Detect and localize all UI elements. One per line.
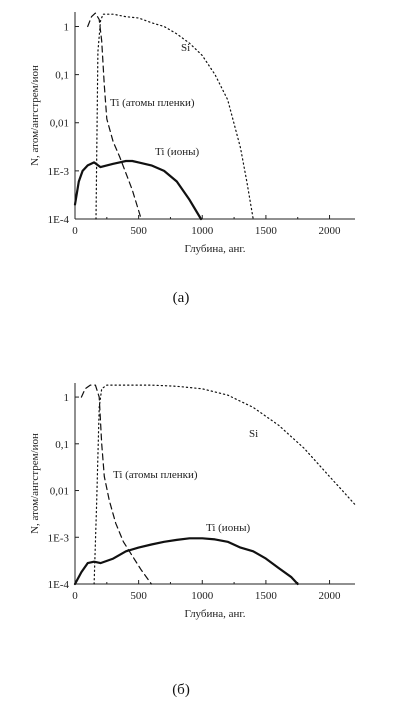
panel-1-annotation-ti-атомы-пленки: Ti (атомы пленки) — [110, 97, 195, 109]
panel-2-y-tick-label: 1 — [64, 392, 70, 404]
panel-1-chart: 0 500 1000 1500 2000 1 0,1 0,01 1E-3 1E-4 Глубина,… — [29, 12, 355, 306]
panel-1-annotation-si: Si — [181, 42, 190, 54]
panel-2-x-tick-label: 500 — [130, 590, 147, 602]
panel-2-annotation-si: Si — [249, 428, 258, 440]
panel-2-series-si-line — [93, 384, 356, 585]
panel-2-x-tick-label: 1000 — [191, 590, 214, 602]
panel-1-y-tick-label: 1 — [64, 21, 70, 33]
panel-2-caption: (б) — [172, 682, 190, 698]
panel-2-y-tick-label: 1E-3 — [48, 532, 70, 544]
panel-2-chart: 0 500 1000 1500 2000 1 0,1 0,01 1E-3 1E-4 Глубина,… — [29, 383, 356, 698]
panel-1-x-tick-label: 0 — [72, 225, 78, 237]
panel-1-series-ti-ионы-line — [73, 159, 203, 221]
panel-1-y-tick-label: 0,01 — [50, 118, 69, 130]
panel-2-series-ti-атомы-пленки-line — [80, 384, 152, 585]
panel-2-x-axis-title: Глубина, анг. — [185, 608, 246, 620]
panel-2-x-tick-label: 2000 — [319, 590, 342, 602]
panel-1-y-tick-label: 1E-3 — [48, 166, 70, 178]
panel-1-y-tick-label: 1E-4 — [48, 214, 70, 226]
panel-2-y-axis-title: N, атом/ангстрем/ион — [29, 433, 41, 534]
panel-1-caption: (а) — [173, 290, 190, 306]
panel-1-x-tick-label: 1000 — [191, 225, 214, 237]
panel-2-annotation-ti-ионы: Ti (ионы) — [206, 522, 250, 534]
panel-1-series-ti-атомы-пленки-line — [87, 12, 142, 220]
panel-1-x-tick-label: 500 — [130, 225, 147, 237]
panel-1-annotation-ti-ионы: Ti (ионы) — [155, 146, 199, 158]
panel-1-series-si-line — [95, 13, 254, 220]
panel-1-y-axis-title: N, атом/ангстрем/ион — [29, 65, 41, 166]
panel-2-y-tick-label: 0,1 — [55, 439, 69, 451]
panel-1-x-tick-label: 2000 — [319, 225, 342, 237]
panel-2-annotation-ti-атомы-пленки: Ti (атомы пленки) — [113, 469, 198, 481]
panel-1-x-tick-label: 1500 — [255, 225, 278, 237]
panel-2-y-tick-label: 1E-4 — [48, 579, 70, 591]
panel-2-y-tick-label: 0,01 — [50, 486, 69, 498]
panel-2-x-tick-label: 0 — [72, 590, 78, 602]
panel-1-y-tick-label: 0,1 — [55, 70, 69, 82]
panel-2-series-ti-ионы-line — [73, 537, 299, 586]
panel-2-x-tick-label: 1500 — [255, 590, 278, 602]
panel-1-x-axis-title: Глубина, анг. — [185, 243, 246, 255]
